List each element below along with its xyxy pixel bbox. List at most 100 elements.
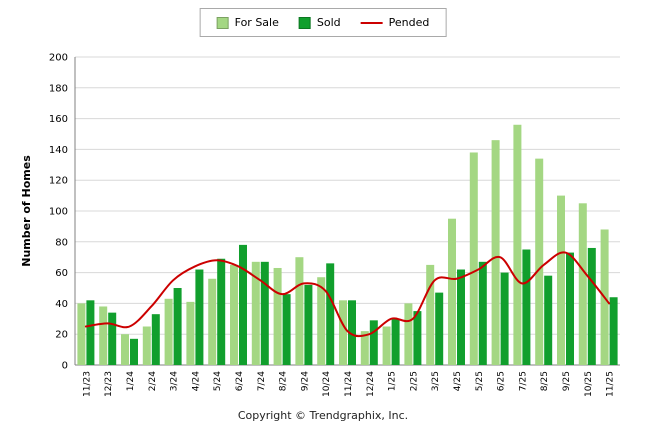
bar-sold [239, 244, 247, 365]
x-tick-label: 11/25 [606, 371, 616, 397]
legend-item-for-sale: For Sale [216, 16, 279, 29]
bar-sold [304, 284, 313, 365]
y-tick-label: 20 [55, 330, 68, 341]
x-tick-label: 10/24 [322, 371, 332, 397]
legend-item-pended: Pended [360, 16, 430, 29]
copyright-text: Copyright © Trendgraphix, Inc. [237, 409, 409, 422]
bar-sold [391, 318, 400, 365]
bar-for-sale [230, 264, 238, 365]
x-tick-label: 7/24 [257, 371, 267, 391]
x-tick-label: 1/25 [388, 371, 398, 391]
y-tick-label: 60 [55, 268, 68, 279]
x-tick-label: 5/24 [213, 371, 223, 391]
bar-sold [326, 263, 335, 365]
bar-sold [108, 312, 117, 365]
x-tick-label: 3/24 [170, 371, 180, 391]
bar-for-sale [426, 264, 435, 365]
bar-for-sale [251, 261, 260, 365]
x-tick-label: 5/25 [475, 371, 485, 391]
bar-sold [151, 314, 160, 365]
bar-for-sale [317, 277, 326, 365]
bar-sold [282, 294, 291, 365]
x-tick-label: 12/24 [366, 371, 376, 397]
x-tick-label: 4/25 [453, 371, 463, 391]
x-tick-label: 2/24 [148, 371, 158, 391]
bar-sold [195, 269, 204, 365]
bar-for-sale [513, 124, 522, 365]
x-tick-label: 11/24 [344, 371, 354, 397]
y-tick-label: 100 [49, 207, 68, 218]
sold-swatch-icon [298, 16, 311, 29]
pended-line [84, 251, 611, 338]
x-tick-label: 8/25 [540, 371, 550, 391]
bar-sold [522, 249, 531, 365]
bar-for-sale [469, 152, 478, 365]
x-tick-label: 9/25 [562, 371, 572, 391]
bar-sold [500, 272, 509, 365]
bar-sold [260, 261, 269, 365]
bar-for-sale [491, 140, 500, 365]
y-tick-label: 40 [55, 299, 68, 310]
y-tick-label: 200 [49, 53, 68, 64]
y-axis-title: Number of Homes [20, 155, 33, 267]
bar-sold [369, 320, 378, 365]
legend-label-sold: Sold [316, 16, 341, 29]
bar-for-sale [404, 303, 413, 365]
bar-sold [587, 247, 596, 365]
x-tick-label: 8/24 [279, 371, 289, 391]
bar-sold [86, 300, 95, 365]
x-tick-label: 11/23 [82, 371, 92, 397]
x-tick-label: 6/24 [235, 371, 245, 391]
bar-for-sale [295, 257, 304, 365]
x-tick-label: 12/23 [104, 371, 114, 397]
x-tick-label: 6/25 [497, 371, 507, 391]
bar-for-sale [578, 203, 587, 365]
y-tick-label: 160 [49, 114, 68, 125]
bar-sold [217, 258, 226, 365]
x-tick-label: 9/24 [300, 371, 310, 391]
y-tick-label: 120 [49, 176, 68, 187]
bar-sold [173, 288, 182, 365]
y-tick-label: 180 [49, 83, 68, 94]
y-tick-label: 80 [55, 237, 68, 248]
bar-for-sale [208, 278, 217, 365]
bar-for-sale [164, 298, 173, 365]
x-tick-label: 1/24 [126, 371, 136, 391]
bar-for-sale [142, 326, 151, 365]
legend-label-pended: Pended [388, 16, 430, 29]
bar-sold [478, 261, 487, 365]
bar-for-sale [77, 303, 86, 365]
bar-sold [457, 269, 465, 365]
bar-for-sale [535, 158, 544, 365]
bar-for-sale [557, 195, 565, 365]
x-tick-label: 2/25 [409, 371, 419, 391]
bar-sold [130, 338, 138, 365]
bar-for-sale [121, 334, 129, 365]
legend-item-sold: Sold [298, 16, 341, 29]
x-tick-label: 7/25 [518, 371, 528, 391]
bar-sold [544, 275, 553, 365]
bar-sold [566, 252, 574, 365]
y-tick-label: 0 [62, 361, 68, 372]
bar-for-sale [186, 301, 195, 365]
bar-for-sale [448, 218, 456, 365]
bar-sold [435, 292, 444, 365]
chart-legend: For Sale Sold Pended [199, 8, 447, 37]
pended-line-swatch-icon [360, 21, 383, 24]
for-sale-swatch-icon [216, 16, 229, 29]
bar-for-sale [339, 300, 347, 365]
bar-for-sale [360, 331, 369, 365]
bar-sold [609, 297, 618, 365]
legend-label-for-sale: For Sale [234, 16, 279, 29]
x-tick-label: 4/24 [191, 371, 201, 391]
x-tick-label: 10/25 [584, 371, 594, 397]
x-tick-label: 3/25 [431, 371, 441, 391]
bar-sold [348, 300, 356, 365]
bar-for-sale [99, 306, 108, 365]
bar-for-sale [382, 326, 391, 365]
bar-sold [413, 311, 422, 365]
y-tick-label: 140 [49, 145, 68, 156]
bar-for-sale [273, 267, 282, 365]
